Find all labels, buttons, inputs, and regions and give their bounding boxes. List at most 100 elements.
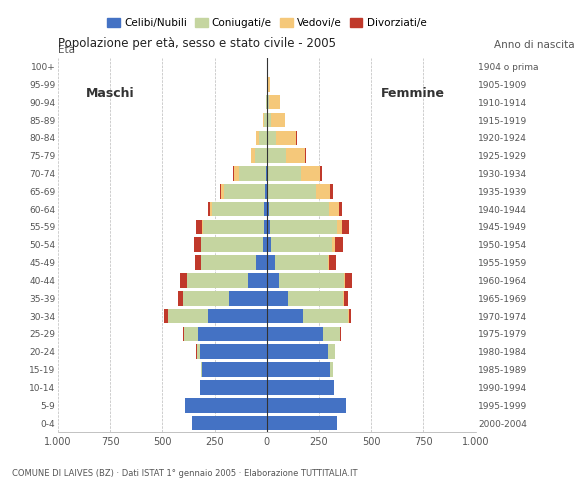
Bar (267, 398, 346, 413)
Bar (194, 238, 201, 252)
Bar (328, 345, 335, 359)
Bar (251, 148, 255, 163)
Bar (271, 113, 285, 127)
Bar (184, 326, 198, 341)
Bar (203, 220, 264, 234)
Bar (183, 326, 184, 341)
Bar (267, 77, 270, 92)
Bar (301, 166, 320, 181)
Bar (267, 345, 328, 359)
Bar (328, 255, 329, 270)
Bar (267, 416, 337, 431)
Bar (296, 131, 297, 145)
Bar (267, 309, 303, 324)
Text: Popolazione per età, sesso e stato civile - 2005: Popolazione per età, sesso e stato civil… (58, 37, 336, 50)
Bar (220, 184, 222, 199)
Bar (339, 202, 342, 216)
Bar (331, 362, 332, 377)
Bar (201, 238, 263, 252)
Bar (263, 113, 264, 127)
Bar (264, 220, 267, 234)
Bar (337, 220, 342, 234)
Bar (264, 202, 267, 216)
Bar (197, 345, 200, 359)
Bar (269, 202, 329, 216)
Bar (269, 95, 280, 109)
Bar (329, 202, 339, 216)
Bar (212, 202, 264, 216)
Text: Età: Età (58, 45, 75, 55)
Bar (224, 184, 264, 199)
Bar (267, 166, 268, 181)
Bar (340, 326, 342, 341)
Text: Anno di nascita: Anno di nascita (494, 40, 574, 50)
Bar (267, 202, 269, 216)
Bar (263, 238, 267, 252)
Bar (285, 148, 306, 163)
Bar (238, 166, 266, 181)
Legend: Celibi/Nubili, Coniugati/e, Vedovi/e, Divorziati/e: Celibi/Nubili, Coniugati/e, Vedovi/e, Di… (103, 14, 430, 33)
Bar (201, 362, 202, 377)
Bar (200, 380, 267, 395)
Bar (259, 131, 267, 145)
Bar (180, 273, 187, 288)
Text: COMUNE DI LAIVES (BZ) · Dati ISTAT 1° gennaio 2005 · Elaborazione TUTTITALIA.IT: COMUNE DI LAIVES (BZ) · Dati ISTAT 1° ge… (12, 468, 357, 478)
Bar (256, 255, 267, 270)
Bar (191, 416, 267, 431)
Bar (329, 255, 336, 270)
Bar (264, 113, 267, 127)
Bar (345, 273, 353, 288)
Bar (271, 238, 332, 252)
Bar (200, 345, 267, 359)
Bar (280, 273, 344, 288)
Bar (186, 398, 267, 413)
Bar (270, 220, 337, 234)
Bar (268, 166, 301, 181)
Bar (267, 362, 331, 377)
Bar (348, 309, 349, 324)
Bar (267, 255, 275, 270)
Text: Femmine: Femmine (381, 87, 445, 100)
Bar (222, 184, 224, 199)
Bar (316, 184, 331, 199)
Bar (195, 255, 201, 270)
Bar (267, 291, 288, 306)
Bar (267, 113, 271, 127)
Bar (168, 309, 208, 324)
Bar (332, 238, 335, 252)
Bar (202, 362, 267, 377)
Bar (268, 184, 316, 199)
Bar (255, 148, 267, 163)
Bar (264, 184, 267, 199)
Bar (331, 184, 332, 199)
Bar (202, 220, 203, 234)
Bar (178, 291, 183, 306)
Bar (267, 148, 285, 163)
Bar (256, 131, 259, 145)
Bar (335, 238, 343, 252)
Bar (248, 273, 267, 288)
Bar (275, 255, 328, 270)
Bar (267, 326, 323, 341)
Bar (276, 131, 296, 145)
Bar (233, 166, 234, 181)
Bar (229, 291, 267, 306)
Bar (198, 326, 267, 341)
Bar (208, 309, 267, 324)
Bar (343, 291, 348, 306)
Bar (344, 273, 345, 288)
Bar (266, 95, 267, 109)
Bar (267, 131, 276, 145)
Bar (196, 220, 202, 234)
Bar (183, 291, 229, 306)
Bar (342, 220, 349, 234)
Bar (211, 202, 212, 216)
Bar (288, 291, 343, 306)
Bar (234, 166, 238, 181)
Bar (187, 273, 248, 288)
Bar (266, 166, 267, 181)
Bar (320, 166, 322, 181)
Bar (267, 184, 268, 199)
Bar (303, 309, 348, 324)
Bar (267, 380, 334, 395)
